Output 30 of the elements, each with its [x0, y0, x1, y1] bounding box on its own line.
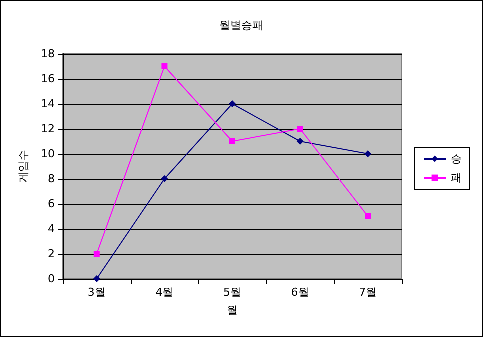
- legend-label: 패: [451, 172, 462, 184]
- y-tick-label: 8: [48, 172, 55, 186]
- x-tick-label: 4월: [156, 286, 174, 299]
- y-tick-label: 18: [41, 48, 55, 60]
- point: [230, 138, 236, 144]
- y-tick-label: 2: [48, 248, 55, 260]
- point: [94, 251, 100, 257]
- point: [364, 150, 372, 158]
- point: [162, 64, 168, 70]
- y-tick-label: 16: [41, 72, 55, 86]
- y-axis-title: 게임수: [17, 150, 30, 183]
- point: [365, 214, 372, 220]
- x-tick-label: 3월: [88, 286, 106, 299]
- point: [296, 138, 304, 145]
- chart-title: 월별승패: [220, 19, 264, 32]
- point: [161, 176, 168, 182]
- point: [229, 100, 236, 108]
- y-tick-label: 12: [41, 122, 55, 136]
- x-tick-label: 5월: [224, 286, 242, 299]
- y-tick-label: 4: [48, 222, 55, 236]
- x-tick-label: 6월: [291, 286, 310, 299]
- y-tick-label: 0: [48, 272, 55, 286]
- y-tick-label: 14: [41, 98, 55, 110]
- point: [93, 276, 100, 282]
- legend-label: 승: [451, 152, 462, 166]
- x-axis-title: 월: [227, 304, 238, 317]
- y-tick-label: 6: [48, 198, 55, 210]
- x-tick-label: 7월: [359, 286, 378, 299]
- point: [297, 126, 304, 132]
- y-tick-label: 10: [41, 148, 55, 160]
